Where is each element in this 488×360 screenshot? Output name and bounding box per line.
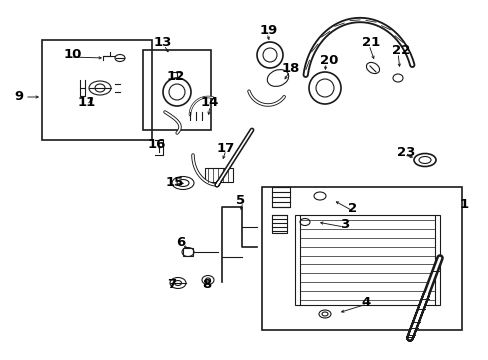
Bar — [262, 187, 461, 330]
Text: 15: 15 — [165, 176, 184, 189]
Text: 12: 12 — [167, 69, 185, 82]
Bar — [204, 168, 232, 182]
Text: 7: 7 — [167, 279, 176, 292]
Text: 14: 14 — [201, 96, 219, 109]
Text: 2: 2 — [347, 202, 356, 215]
Text: 11: 11 — [78, 96, 96, 109]
Text: 8: 8 — [202, 279, 211, 292]
Text: 23: 23 — [396, 147, 414, 159]
Text: 9: 9 — [14, 90, 23, 103]
Text: 20: 20 — [319, 54, 338, 67]
Bar — [294, 215, 439, 305]
Text: 22: 22 — [391, 44, 409, 57]
Text: 5: 5 — [236, 194, 244, 207]
Bar — [271, 215, 286, 233]
Text: 17: 17 — [217, 141, 235, 154]
Text: 6: 6 — [176, 237, 185, 249]
Text: 13: 13 — [154, 36, 172, 49]
Text: 16: 16 — [148, 138, 166, 150]
Bar — [142, 50, 210, 130]
Bar — [271, 187, 289, 207]
Bar — [42, 40, 152, 140]
Text: 1: 1 — [459, 198, 468, 211]
Text: 19: 19 — [260, 23, 278, 36]
Bar — [183, 248, 193, 256]
Text: 4: 4 — [360, 296, 369, 309]
Text: 3: 3 — [339, 219, 348, 231]
Text: 18: 18 — [282, 62, 300, 75]
Text: 10: 10 — [64, 49, 82, 62]
Text: 21: 21 — [361, 36, 380, 49]
